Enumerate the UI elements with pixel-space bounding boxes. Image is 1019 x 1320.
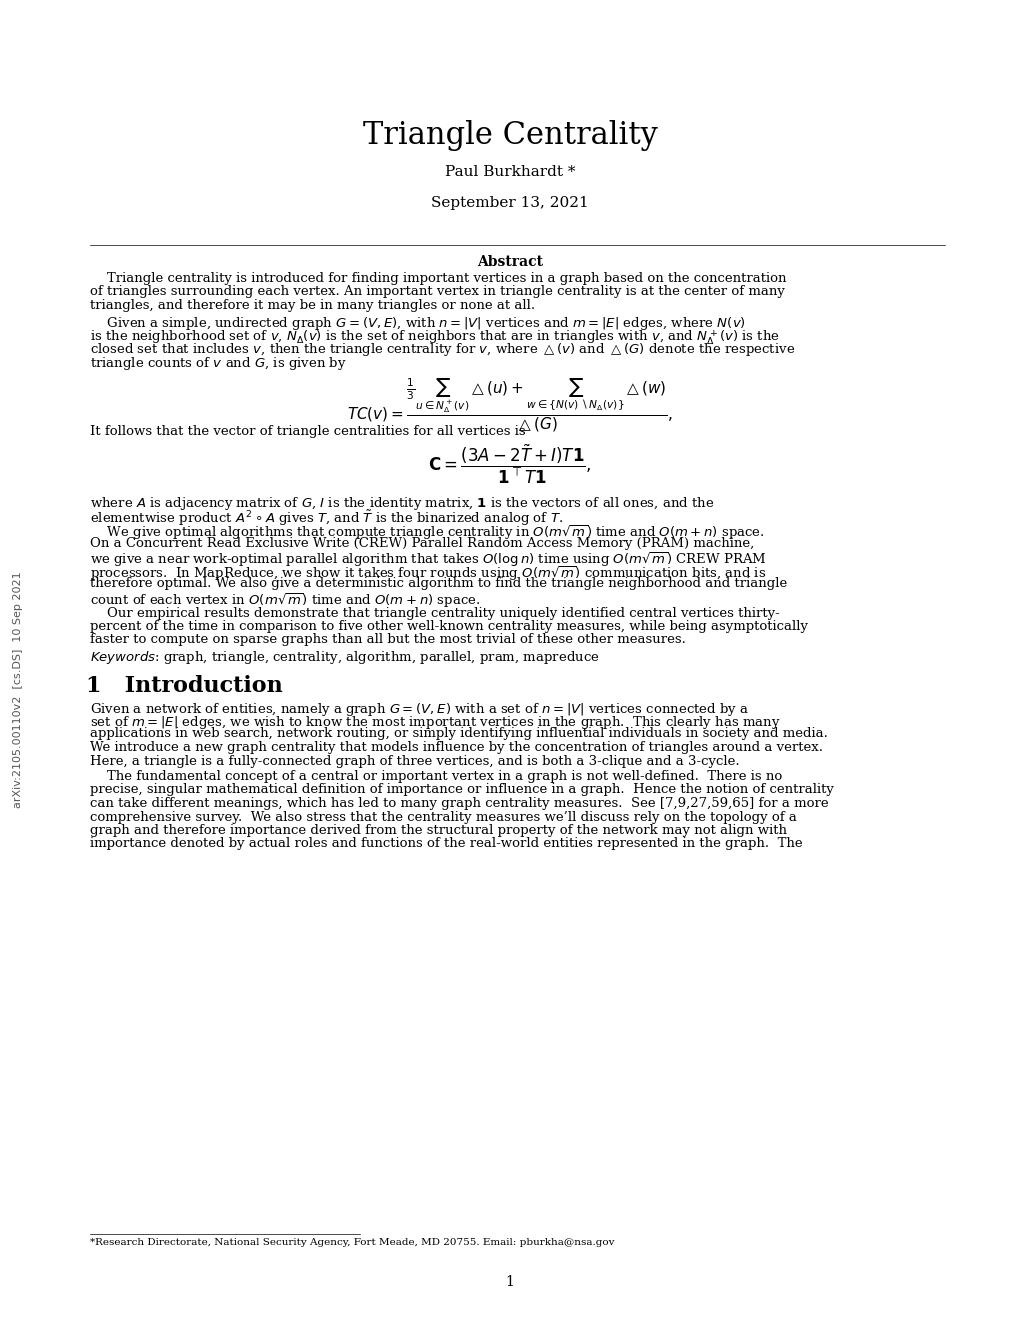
Text: we give a near work-optimal parallel algorithm that takes $O(\log n)$ time using: we give a near work-optimal parallel alg… [90,550,765,569]
Text: where $A$ is adjacency matrix of $G$, $I$ is the identity matrix, $\mathbf{1}$ i: where $A$ is adjacency matrix of $G$, $I… [90,495,713,511]
Text: *Research Directorate, National Security Agency, Fort Meade, MD 20755. Email: pb: *Research Directorate, National Security… [90,1238,613,1247]
Text: importance denoted by actual roles and functions of the real-world entities repr: importance denoted by actual roles and f… [90,837,802,850]
Text: can take different meanings, which has led to many graph centrality measures.  S: can take different meanings, which has l… [90,797,827,810]
Text: therefore optimal. We also give a deterministic algorithm to find the triangle n: therefore optimal. We also give a determ… [90,578,787,590]
Text: faster to compute on sparse graphs than all but the most trivial of these other : faster to compute on sparse graphs than … [90,634,685,647]
Text: Given a simple, undirected graph $G = (V,E)$, with $n = |V|$ vertices and $m = |: Given a simple, undirected graph $G = (V… [90,314,745,331]
Text: count of each vertex in $O(m\sqrt{m})$ time and $O(m + n)$ space.: count of each vertex in $O(m\sqrt{m})$ t… [90,591,480,610]
Text: Triangle centrality is introduced for finding important vertices in a graph base: Triangle centrality is introduced for fi… [90,272,786,285]
Text: applications in web search, network routing, or simply identifying influential i: applications in web search, network rout… [90,727,827,741]
Text: is the neighborhood set of $v$, $N_\Delta(v)$ is the set of neighbors that are i: is the neighborhood set of $v$, $N_\Delt… [90,327,779,347]
Text: Our empirical results demonstrate that triangle centrality uniquely identified c: Our empirical results demonstrate that t… [90,606,779,619]
Text: 1: 1 [505,1275,514,1290]
Text: Paul Burkhardt *: Paul Burkhardt * [444,165,575,180]
Text: triangles, and therefore it may be in many triangles or none at all.: triangles, and therefore it may be in ma… [90,300,535,312]
Text: graph and therefore importance derived from the structural property of the netwo: graph and therefore importance derived f… [90,824,787,837]
Text: of triangles surrounding each vertex. An important vertex in triangle centrality: of triangles surrounding each vertex. An… [90,285,784,298]
Text: triangle counts of $v$ and $G$, is given by: triangle counts of $v$ and $G$, is given… [90,355,346,372]
Text: arXiv:2105.00110v2  [cs.DS]  10 Sep 2021: arXiv:2105.00110v2 [cs.DS] 10 Sep 2021 [13,572,23,808]
Text: The fundamental concept of a central or important vertex in a graph is not well-: The fundamental concept of a central or … [90,770,782,783]
Text: comprehensive survey.  We also stress that the centrality measures we’ll discuss: comprehensive survey. We also stress tha… [90,810,796,824]
Text: Triangle Centrality: Triangle Centrality [362,120,657,150]
Text: On a Concurrent Read Exclusive Write (CREW) Parallel Random Access Memory (PRAM): On a Concurrent Read Exclusive Write (CR… [90,537,753,550]
Text: set of $m = |E|$ edges, we wish to know the most important vertices in the graph: set of $m = |E|$ edges, we wish to know … [90,714,780,731]
Text: processors.  In MapReduce, we show it takes four rounds using $O(m\sqrt{m})$ com: processors. In MapReduce, we show it tak… [90,564,765,583]
Text: precise, singular mathematical definition of importance or influence in a graph.: precise, singular mathematical definitio… [90,784,834,796]
Text: Here, a triangle is a fully-connected graph of three vertices, and is both a 3-c: Here, a triangle is a fully-connected gr… [90,755,739,767]
Text: elementwise product $A^2 \circ A$ gives $T$, and $\tilde{T}$ is the binarized an: elementwise product $A^2 \circ A$ gives … [90,508,562,528]
Text: Abstract: Abstract [477,255,542,269]
Text: It follows that the vector of triangle centralities for all vertices is: It follows that the vector of triangle c… [90,425,525,437]
Text: September 13, 2021: September 13, 2021 [431,195,588,210]
Text: Given a network of entities, namely a graph $G = (V,E)$ with a set of $n = |V|$ : Given a network of entities, namely a gr… [90,701,748,718]
Text: $\mathit{Keywords}$: graph, triangle, centrality, algorithm, parallel, pram, map: $\mathit{Keywords}$: graph, triangle, ce… [90,649,599,667]
Text: closed set that includes $v$, then the triangle centrality for $v$, where $\tria: closed set that includes $v$, then the t… [90,342,795,359]
Text: 1   Introduction: 1 Introduction [86,675,282,697]
Text: percent of the time in comparison to five other well-known centrality measures, : percent of the time in comparison to fiv… [90,620,807,634]
Text: $\mathbf{C} = \dfrac{\left(3A - 2\tilde{T} + I\right)T\mathbf{1}}{\mathbf{1}^\to: $\mathbf{C} = \dfrac{\left(3A - 2\tilde{… [428,442,591,486]
Text: We introduce a new graph centrality that models influence by the concentration o: We introduce a new graph centrality that… [90,741,822,754]
Text: We give optimal algorithms that compute triangle centrality in $O(m\sqrt{m})$ ti: We give optimal algorithms that compute … [90,524,764,543]
Text: $TC(v) = \dfrac{\frac{1}{3}\sum_{u\in N^+_\Delta(v)} \triangle(u) + \sum_{w\in\{: $TC(v) = \dfrac{\frac{1}{3}\sum_{u\in N^… [346,376,673,434]
